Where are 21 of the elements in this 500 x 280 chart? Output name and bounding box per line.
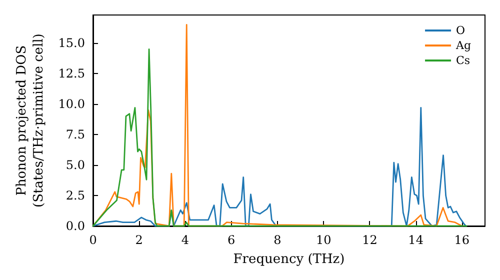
x-tick-label: 4 <box>181 233 190 247</box>
x-tick-label: 10 <box>316 233 332 247</box>
y-tick-label: 12.5 <box>58 66 85 81</box>
y-tick-label: 2.5 <box>66 188 85 203</box>
y-tick-label: 7.5 <box>66 128 85 142</box>
y-tick-label: 5.0 <box>66 158 85 172</box>
y-tick-label: 15.0 <box>58 36 85 50</box>
x-tick-label: 0 <box>89 233 97 247</box>
x-tick-label: 16 <box>454 233 470 247</box>
x-tick-label: 12 <box>362 233 378 247</box>
y-axis-title: Phonon projected DOS (States/THz·primitive cell) <box>14 33 46 208</box>
x-tick-label: 8 <box>274 233 282 247</box>
x-tick-label: 2 <box>135 233 143 247</box>
x-axis-title: Frequency (THz) <box>233 252 345 267</box>
y-tick-label: 0.0 <box>66 219 85 233</box>
x-tick-label: 6 <box>228 233 236 247</box>
y-tick-label: 10.0 <box>58 97 85 112</box>
legend-label: Ag <box>455 39 472 52</box>
x-tick-label: 14 <box>408 233 424 247</box>
legend-label: O <box>456 24 466 37</box>
legend-label: Cs <box>456 54 470 67</box>
